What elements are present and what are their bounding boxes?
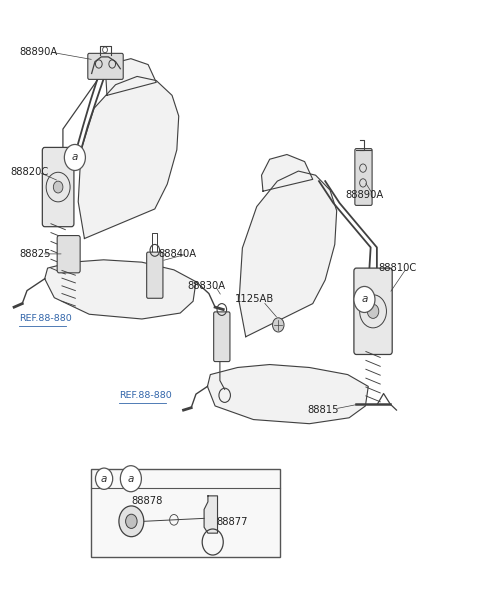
Text: 88815: 88815 [307, 405, 338, 415]
Text: a: a [101, 474, 107, 484]
Text: 88878: 88878 [131, 496, 162, 506]
Text: 88830A: 88830A [187, 281, 226, 291]
Circle shape [126, 514, 137, 528]
Text: 88810C: 88810C [379, 263, 417, 273]
Text: a: a [128, 474, 134, 484]
FancyBboxPatch shape [88, 53, 123, 79]
Text: a: a [361, 295, 368, 304]
Polygon shape [45, 260, 196, 319]
Polygon shape [262, 155, 313, 191]
Text: 88825: 88825 [19, 249, 50, 259]
FancyBboxPatch shape [355, 149, 372, 205]
FancyBboxPatch shape [147, 252, 163, 298]
Circle shape [354, 286, 375, 313]
Text: 88890A: 88890A [19, 47, 57, 57]
Polygon shape [78, 76, 179, 238]
Polygon shape [239, 171, 336, 337]
Circle shape [120, 466, 142, 492]
Text: 88877: 88877 [216, 518, 248, 528]
Circle shape [53, 181, 63, 193]
FancyBboxPatch shape [354, 268, 392, 355]
Polygon shape [207, 365, 368, 423]
Circle shape [96, 468, 113, 489]
Text: a: a [72, 152, 78, 162]
Text: 88840A: 88840A [158, 249, 197, 259]
Text: REF.88-880: REF.88-880 [19, 314, 72, 323]
Bar [91, 469, 280, 557]
Polygon shape [106, 59, 156, 95]
FancyBboxPatch shape [214, 312, 230, 362]
Text: 88890A: 88890A [345, 190, 384, 200]
Polygon shape [204, 496, 217, 533]
Text: 1125AB: 1125AB [235, 295, 275, 304]
FancyBboxPatch shape [57, 235, 80, 273]
FancyBboxPatch shape [42, 148, 74, 227]
Text: 88820C: 88820C [10, 167, 48, 177]
Text: REF.88-880: REF.88-880 [120, 391, 172, 400]
Circle shape [273, 318, 284, 332]
Circle shape [367, 304, 379, 318]
Circle shape [119, 506, 144, 537]
Circle shape [64, 145, 85, 170]
